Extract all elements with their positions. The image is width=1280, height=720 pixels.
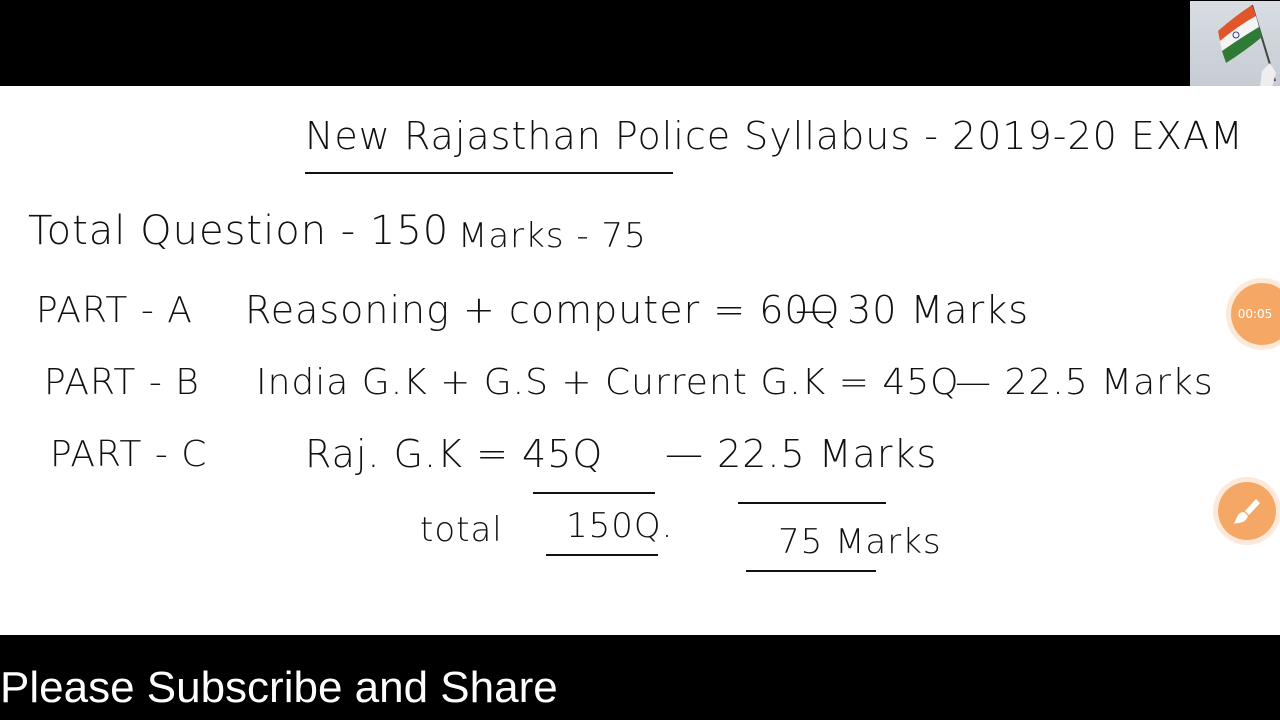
total-questions: Total Question - 150 bbox=[28, 208, 450, 254]
part-c-subject: Raj. G.K = 45Q bbox=[305, 432, 604, 476]
questions-sum-line bbox=[533, 492, 655, 494]
top-black-bar bbox=[0, 0, 1280, 86]
questions-total-underline bbox=[546, 554, 658, 556]
indian-flag-image bbox=[1218, 4, 1276, 87]
part-a-marks: — 30 Marks bbox=[795, 288, 1030, 332]
timer-text: 00:05 bbox=[1237, 307, 1273, 321]
page-title: New Rajasthan Police Syllabus - 2019-20 … bbox=[305, 114, 1244, 158]
part-a-label: PART - A bbox=[36, 290, 193, 331]
paintbrush-button[interactable] bbox=[1218, 482, 1276, 540]
caption-bar bbox=[0, 635, 1280, 720]
title-underline bbox=[305, 172, 673, 174]
part-c-label: PART - C bbox=[50, 434, 208, 475]
total-marks-sum: 75 Marks bbox=[778, 522, 942, 562]
channel-thumbnail-flag bbox=[1190, 1, 1280, 88]
part-a-subject: Reasoning + computer = 60Q bbox=[245, 288, 841, 332]
part-b-subject: India G.K + G.S + Current G.K = 45Q bbox=[256, 362, 960, 403]
total-label: total bbox=[420, 510, 503, 550]
part-c-marks: — 22.5 Marks bbox=[665, 432, 938, 476]
subscribe-caption: Please Subscribe and Share bbox=[0, 663, 558, 712]
marks-sum-line bbox=[738, 502, 886, 504]
total-questions-sum: 150Q. bbox=[566, 506, 674, 546]
part-b-label: PART - B bbox=[44, 362, 200, 403]
marks-total-underline bbox=[746, 570, 876, 572]
part-b-marks: — 22.5 Marks bbox=[955, 362, 1214, 403]
total-marks: Marks - 75 bbox=[458, 216, 647, 256]
recording-timer-button[interactable]: 00:05 bbox=[1231, 283, 1280, 345]
whiteboard: New Rajasthan Police Syllabus - 2019-20 … bbox=[0, 86, 1280, 635]
paintbrush-icon bbox=[1234, 499, 1260, 524]
